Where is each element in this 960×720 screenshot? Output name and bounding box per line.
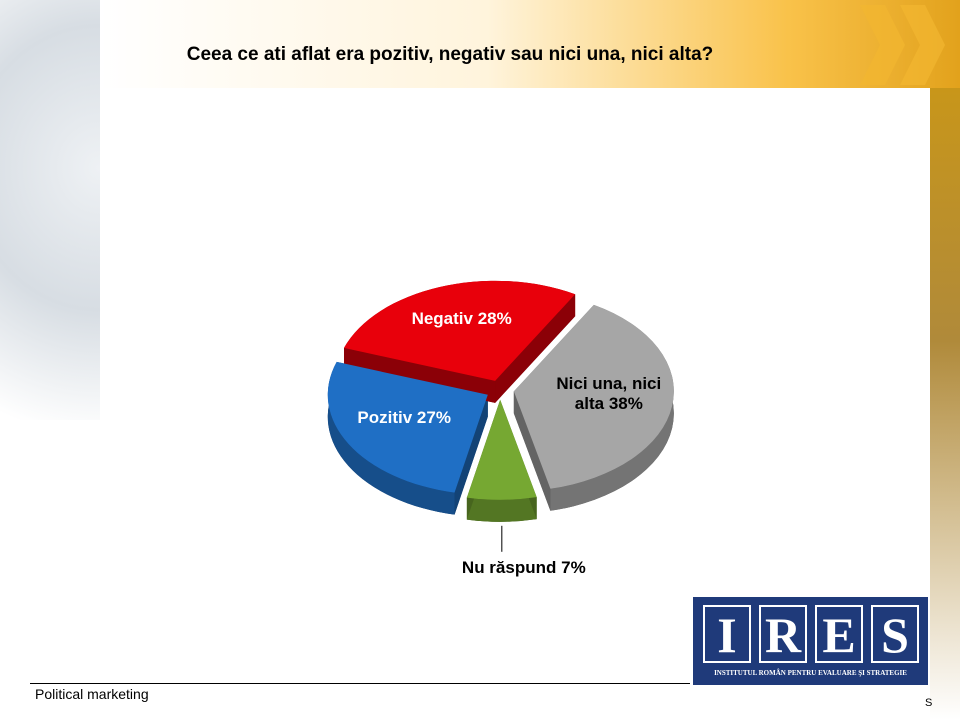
corner-text: S [925,697,933,709]
panel [100,88,930,678]
slice-category: Negativ [411,308,473,328]
top-band [100,0,960,88]
footer: Political marketing [35,686,149,702]
logo: I R E S INSTITUTUL ROMÂN PENTRU EVALUARE… [693,597,928,685]
footer-line [30,683,690,684]
slice-value: 28% [477,308,512,328]
slice-value: 7% [561,557,586,577]
slice-edge [513,391,551,511]
chart-title: Ceea ce ati aflat era pozitiv, negativ s… [186,44,714,65]
slice-side [550,304,674,511]
slice-category: Pozitiv [357,408,413,428]
chevron [860,5,905,85]
slice-label: Pozitiv 27% [339,408,469,428]
logo-letter: S [871,605,919,663]
logo-letter: R [759,605,807,663]
slice-label: Nu răspund 7% [434,558,614,578]
slice [466,399,537,500]
slice-edge [454,394,488,515]
slice-value: 38% [608,394,643,414]
slice-label: Negativ 28% [397,309,527,329]
slice-edge [495,294,576,403]
logo-letter: I [703,605,751,663]
slice-label: Nici una, nici alta 38% [544,374,674,414]
slice-category: Nici una, nici alta [556,374,662,414]
logo-subtitle: INSTITUTUL ROMÂN PENTRU EVALUARE ŞI STRA… [714,669,907,677]
right-band [930,88,960,720]
chevron [900,5,945,85]
slice-side [327,361,455,515]
slice-side [466,497,537,522]
logo-letter: E [815,605,863,663]
slice [344,280,576,381]
slice [513,304,674,489]
slice-category: Nu răspund [461,557,557,577]
slice-value: 27% [416,408,451,428]
slice [327,361,488,493]
